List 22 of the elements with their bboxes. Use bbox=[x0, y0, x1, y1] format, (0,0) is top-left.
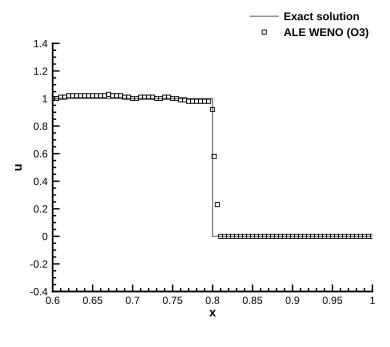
y-tick-label: 1.4 bbox=[34, 40, 48, 48]
x-tick-label: 1 bbox=[370, 296, 375, 304]
x-tick-label: 0.9 bbox=[286, 296, 300, 304]
y-tick-label: 0.2 bbox=[34, 205, 48, 213]
x-axis-title: x bbox=[209, 310, 216, 316]
legend-label: Exact solution bbox=[284, 12, 359, 20]
x-tick-label: 0.75 bbox=[162, 296, 182, 304]
legend-label: ALE WENO (O3) bbox=[284, 28, 368, 38]
y-tick-label: 0 bbox=[42, 232, 48, 240]
x-tick-label: 0.95 bbox=[322, 296, 342, 304]
y-tick-label: 0.6 bbox=[34, 150, 48, 158]
x-tick-label: 0.7 bbox=[126, 296, 140, 304]
y-tick-label: -0.4 bbox=[30, 288, 48, 296]
x-tick-label: 0.85 bbox=[242, 296, 262, 304]
x-tick-label: 0.8 bbox=[206, 296, 220, 304]
y-tick-label: -0.2 bbox=[30, 260, 48, 268]
y-tick-label: 1.2 bbox=[34, 67, 48, 75]
y-tick-label: 0.4 bbox=[34, 178, 48, 186]
x-tick-label: 0.65 bbox=[82, 296, 102, 304]
y-axis-title: u bbox=[15, 164, 22, 170]
y-tick-label: 1 bbox=[42, 95, 48, 102]
y-tick-label: 0.8 bbox=[34, 122, 48, 130]
